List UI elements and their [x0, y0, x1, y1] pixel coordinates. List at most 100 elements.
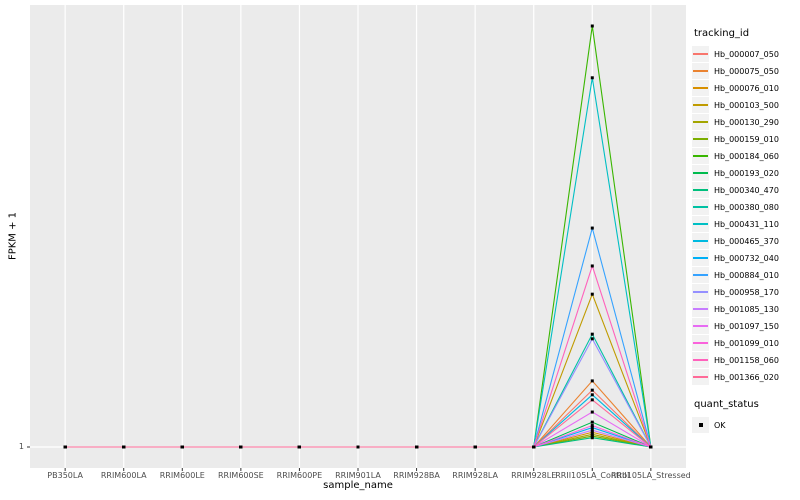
legend-key-line [693, 121, 708, 123]
legend-entry-Hb_001097_150: Hb_001097_150 [692, 318, 798, 335]
legend-entry-label: Hb_000159_010 [714, 135, 779, 144]
legend-entry-Hb_001085_130: Hb_001085_130 [692, 301, 798, 318]
legend-entry-Hb_001366_020: Hb_001366_020 [692, 369, 798, 386]
legend-key-line [693, 359, 708, 361]
legend-entry-label: Hb_000184_060 [714, 152, 779, 161]
data-point-marker [590, 410, 594, 414]
data-point-marker [297, 445, 301, 449]
legend-key-line [693, 291, 708, 293]
legend-key-swatch [692, 216, 709, 232]
legend-entry-label: Hb_000076_010 [714, 84, 779, 93]
legend-key-line [693, 376, 708, 378]
legend-key-line [693, 325, 708, 327]
x-tick-label-RRIM928BA: RRIM928BA [393, 471, 440, 480]
legend-key-swatch [692, 301, 709, 317]
data-point-marker [590, 393, 594, 397]
data-point-marker [590, 436, 594, 440]
legend-key-swatch [692, 63, 709, 79]
legend-entry-quant-OK: OK [692, 417, 798, 434]
legend-entry-label: Hb_000732_040 [714, 254, 779, 263]
legend-key-swatch [692, 182, 709, 198]
legend-entry-Hb_000103_500: Hb_000103_500 [692, 97, 798, 114]
legend-entry-Hb_000958_170: Hb_000958_170 [692, 284, 798, 301]
data-point-marker [649, 445, 653, 449]
x-tick-label-RRIM600LE: RRIM600LE [159, 471, 205, 480]
legend: tracking_id Hb_000007_050 Hb_000075_050 Hb… [692, 28, 798, 434]
data-point-marker [590, 434, 594, 438]
legend-key-line [693, 70, 708, 72]
data-point-marker [239, 445, 243, 449]
legend-entry-Hb_000340_470: Hb_000340_470 [692, 182, 798, 199]
legend-entry-label: Hb_001097_150 [714, 322, 779, 331]
legend-key-swatch [692, 233, 709, 249]
data-point-marker [590, 292, 594, 296]
legend-entry-Hb_000431_110: Hb_000431_110 [692, 216, 798, 233]
legend-entry-label: Hb_000340_470 [714, 186, 779, 195]
data-point-marker [590, 24, 594, 28]
legend-entry-label: Hb_000465_370 [714, 237, 779, 246]
legend-entry-Hb_001158_060: Hb_001158_060 [692, 352, 798, 369]
data-point-marker [590, 432, 594, 436]
legend-key-swatch [692, 284, 709, 300]
data-point-marker [532, 445, 536, 449]
legend-entry-label: Hb_000431_110 [714, 220, 779, 229]
data-point-marker [356, 445, 360, 449]
legend-key-swatch [692, 114, 709, 130]
legend-key-line [693, 87, 708, 89]
legend-key-swatch [692, 80, 709, 96]
legend-key-line [693, 206, 708, 208]
legend-entry-Hb_001099_010: Hb_001099_010 [692, 335, 798, 352]
data-point-marker [415, 445, 419, 449]
data-point-marker [590, 428, 594, 432]
data-point-marker [590, 426, 594, 430]
y-axis-title: FPKM + 1 [7, 211, 19, 261]
data-point-marker [63, 445, 67, 449]
legend-entry-label: Hb_000130_290 [714, 118, 779, 127]
data-point-marker [590, 379, 594, 383]
legend-key-line [693, 308, 708, 310]
x-tick-label-RRII105LA_Stressed: RRII105LA_Stressed [610, 471, 691, 480]
legend-key-line [693, 138, 708, 140]
legend-entry-label: Hb_001099_010 [714, 339, 779, 348]
x-tick-label-PB350LA: PB350LA [47, 471, 83, 480]
legend-key-swatch [692, 131, 709, 147]
legend-entry-Hb_000732_040: Hb_000732_040 [692, 250, 798, 267]
data-point-marker [590, 264, 594, 268]
data-point-marker [590, 398, 594, 402]
legend-entries-tracking-id: Hb_000007_050 Hb_000075_050 Hb_000076_010 H… [692, 46, 798, 386]
square-point-icon [698, 423, 703, 427]
legend-entry-Hb_000184_060: Hb_000184_060 [692, 148, 798, 165]
data-point-marker [590, 226, 594, 230]
data-point-marker [590, 388, 594, 392]
legend-key-line [693, 53, 708, 55]
legend-key-swatch [692, 148, 709, 164]
legend-entry-Hb_000380_080: Hb_000380_080 [692, 199, 798, 216]
legend-key-line [693, 104, 708, 106]
legend-key-swatch [692, 250, 709, 266]
legend-key-line [693, 155, 708, 157]
legend-key-swatch [692, 318, 709, 334]
data-point-marker [590, 332, 594, 336]
legend-key-swatch [692, 46, 709, 62]
data-point-marker [473, 445, 477, 449]
legend-entries-quant-status: OK [692, 417, 798, 434]
x-tick-label-RRIM901LA: RRIM901LA [335, 471, 381, 480]
x-tick-label-RRIM600PE: RRIM600PE [276, 471, 323, 480]
legend-entry-Hb_000130_290: Hb_000130_290 [692, 114, 798, 131]
legend-key-swatch [692, 267, 709, 283]
legend-key-line [693, 342, 708, 344]
legend-key-swatch [692, 97, 709, 113]
legend-key-swatch [692, 352, 709, 368]
legend-entry-Hb_000007_050: Hb_000007_050 [692, 46, 798, 63]
legend-entry-Hb_000075_050: Hb_000075_050 [692, 63, 798, 80]
legend-title-quant-status: quant_status [694, 399, 759, 410]
legend-key-line [693, 172, 708, 174]
legend-entry-label: Hb_001366_020 [714, 373, 779, 382]
x-tick-label-RRIM600LA: RRIM600LA [100, 471, 147, 480]
legend-entry-Hb_000076_010: Hb_000076_010 [692, 80, 798, 97]
y-tick-label: 1 [18, 442, 24, 451]
x-axis-title: sample_name [323, 480, 393, 491]
legend-entry-Hb_000159_010: Hb_000159_010 [692, 131, 798, 148]
legend-key-line [693, 189, 708, 191]
